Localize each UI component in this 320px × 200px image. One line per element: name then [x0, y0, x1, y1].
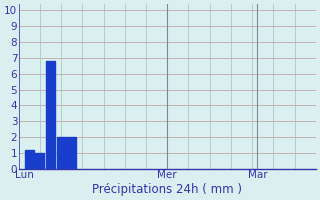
Bar	[25, 150, 34, 169]
X-axis label: Précipitations 24h ( mm ): Précipitations 24h ( mm )	[92, 183, 242, 196]
Bar	[57, 137, 66, 169]
Bar	[46, 61, 55, 169]
Bar	[36, 153, 44, 169]
Bar	[67, 137, 76, 169]
